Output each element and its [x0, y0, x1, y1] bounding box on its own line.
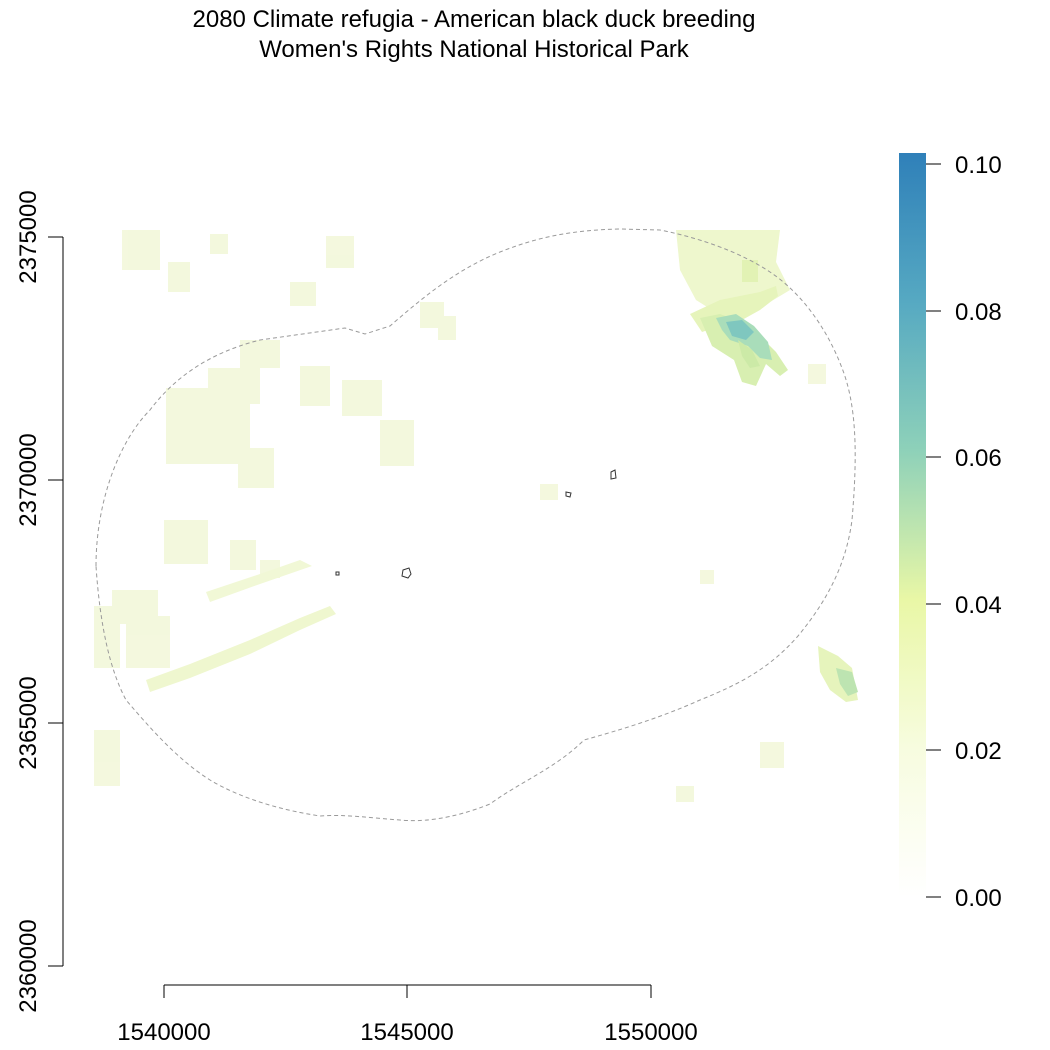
refugia-raster: [94, 230, 858, 802]
map-title-line2: Women's Rights National Historical Park: [259, 36, 690, 63]
y-tick-label: 2370000: [15, 433, 42, 526]
park-units: [335, 469, 617, 579]
park-unit-3: [565, 491, 572, 498]
legend-label: 0.00: [955, 885, 1002, 912]
legend-color-bar: [899, 153, 926, 897]
map-title-line1: 2080 Climate refugia - American black du…: [193, 6, 756, 33]
legend-label: 0.10: [955, 152, 1002, 179]
legend-label: 0.06: [955, 445, 1002, 472]
y-tick-label: 2360000: [15, 919, 42, 1012]
park-unit-2: [401, 567, 412, 579]
y-axis: [48, 236, 64, 967]
park-unit-4: [610, 469, 617, 480]
x-axis: [163, 984, 652, 998]
x-tick-label: 1545000: [360, 1019, 453, 1046]
legend-label: 0.04: [955, 592, 1002, 619]
park-unit-1: [335, 571, 340, 576]
x-tick-label: 1540000: [117, 1019, 210, 1046]
x-tick-label: 1550000: [604, 1019, 697, 1046]
legend-label: 0.08: [955, 299, 1002, 326]
y-tick-label: 2365000: [15, 676, 42, 769]
legend-ticks: [926, 163, 941, 898]
buffer-boundary: [95, 228, 856, 822]
legend-label: 0.02: [955, 738, 1002, 765]
y-tick-label: 2375000: [15, 190, 42, 283]
